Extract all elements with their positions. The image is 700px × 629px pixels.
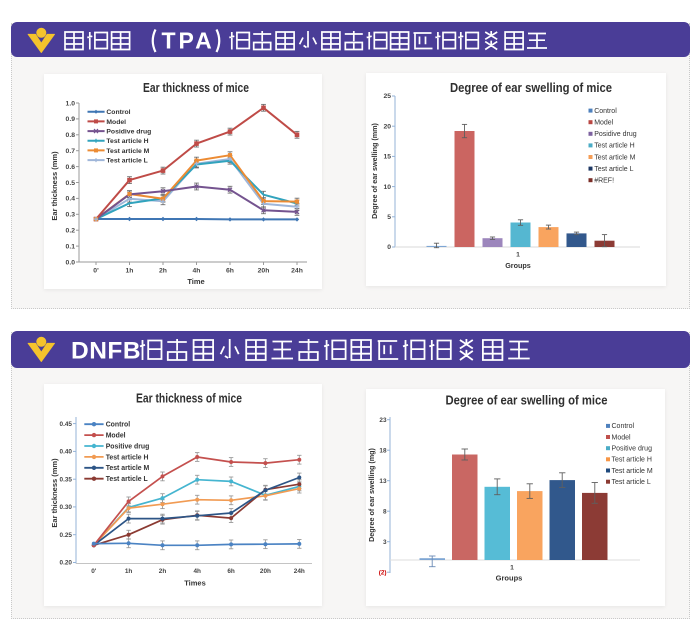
svg-text:0.5: 0.5 — [66, 180, 76, 187]
svg-text:#REF!: #REF! — [594, 178, 614, 185]
svg-text:23: 23 — [379, 417, 387, 424]
svg-text:Posidive drug: Posidive drug — [106, 129, 151, 136]
svg-text:0.6: 0.6 — [66, 164, 76, 171]
svg-text:Test article M: Test article M — [612, 468, 653, 475]
svg-text:8: 8 — [383, 508, 387, 515]
svg-text:Test article L: Test article L — [594, 166, 633, 173]
svg-text:0.4: 0.4 — [66, 196, 76, 203]
svg-text:0.2: 0.2 — [66, 228, 76, 235]
svg-text:0.25: 0.25 — [60, 532, 73, 539]
svg-text:Test article M: Test article M — [594, 154, 635, 161]
svg-text:Model: Model — [106, 433, 126, 440]
svg-text:1: 1 — [516, 252, 520, 259]
svg-text:Degree of ear swelling (mm): Degree of ear swelling (mm) — [370, 122, 379, 218]
svg-text:0.0: 0.0 — [66, 259, 76, 266]
svg-text:DNFB: DNFB — [71, 338, 141, 365]
svg-text:1h: 1h — [125, 568, 133, 575]
svg-text:Positive drug: Positive drug — [612, 446, 653, 453]
svg-text:Ear thickness of mice: Ear thickness of mice — [143, 81, 249, 95]
svg-text:5: 5 — [387, 214, 391, 221]
svg-text:TPA: TPA — [162, 28, 215, 54]
svg-text:0.9: 0.9 — [66, 116, 76, 123]
svg-text:20h: 20h — [258, 268, 270, 275]
svg-text:0.1: 0.1 — [66, 243, 76, 250]
svg-text:20: 20 — [383, 123, 391, 130]
svg-text:Degree of ear swelling of mice: Degree of ear swelling of mice — [446, 394, 608, 408]
svg-text:Groups: Groups — [496, 574, 523, 583]
svg-text:Model: Model — [106, 119, 126, 126]
svg-text:Groups: Groups — [505, 261, 531, 270]
svg-text:4h: 4h — [193, 268, 201, 275]
svg-text:6h: 6h — [227, 568, 235, 575]
svg-text:3: 3 — [383, 539, 387, 546]
svg-text:1: 1 — [510, 565, 514, 572]
svg-text:6h: 6h — [226, 268, 234, 275]
svg-text:Times: Times — [184, 579, 206, 588]
svg-text:Ear thickness (mm): Ear thickness (mm) — [50, 458, 59, 528]
svg-text:Test article M: Test article M — [106, 465, 150, 472]
svg-text:Test article L: Test article L — [106, 158, 147, 165]
svg-text:Test article L: Test article L — [612, 479, 651, 486]
svg-text:Test article L: Test article L — [106, 476, 148, 483]
svg-text:0': 0' — [91, 568, 97, 575]
svg-text:Model: Model — [612, 434, 632, 441]
svg-text:(2): (2) — [379, 569, 387, 576]
svg-text:0.20: 0.20 — [60, 560, 73, 567]
svg-text:Degree of ear swelling (mg): Degree of ear swelling (mg) — [367, 447, 376, 541]
svg-text:Degree of ear swelling of mice: Degree of ear swelling of mice — [450, 81, 612, 95]
svg-text:Test article H: Test article H — [612, 457, 652, 464]
svg-text:20h: 20h — [260, 568, 271, 575]
svg-text:Time: Time — [187, 277, 204, 286]
svg-text:Control: Control — [106, 422, 131, 429]
svg-text:0: 0 — [387, 244, 391, 251]
svg-text:0.3: 0.3 — [66, 212, 76, 219]
svg-text:Test article M: Test article M — [106, 148, 149, 155]
svg-text:13: 13 — [379, 478, 387, 485]
svg-text:Ear thickness of mice: Ear thickness of mice — [136, 392, 242, 406]
svg-text:15: 15 — [383, 154, 391, 161]
svg-text:18: 18 — [379, 447, 387, 454]
svg-text:10: 10 — [383, 184, 391, 191]
svg-text:2h: 2h — [159, 568, 167, 575]
svg-text:0.30: 0.30 — [60, 504, 73, 511]
svg-text:0.40: 0.40 — [60, 449, 73, 456]
svg-text:0.45: 0.45 — [60, 421, 73, 428]
svg-text:24h: 24h — [294, 568, 305, 575]
svg-text:0.7: 0.7 — [66, 148, 76, 155]
svg-text:0': 0' — [93, 268, 99, 275]
svg-text:Ear thickness (mm): Ear thickness (mm) — [50, 151, 59, 221]
svg-text:0.35: 0.35 — [60, 476, 73, 483]
svg-text:Test article H: Test article H — [106, 138, 148, 145]
svg-text:25: 25 — [383, 93, 391, 100]
svg-text:Control: Control — [594, 108, 617, 115]
svg-text:Test article H: Test article H — [594, 143, 634, 150]
svg-text:0.8: 0.8 — [66, 132, 76, 139]
svg-text:Model: Model — [594, 120, 614, 127]
svg-text:Control: Control — [106, 109, 130, 116]
svg-text:2h: 2h — [159, 268, 167, 275]
svg-text:Positive drug: Positive drug — [106, 443, 150, 450]
svg-text:1h: 1h — [126, 268, 134, 275]
svg-text:Control: Control — [612, 423, 635, 430]
svg-text:4h: 4h — [193, 568, 201, 575]
svg-text:Posidive drug: Posidive drug — [594, 131, 637, 138]
svg-text:1.0: 1.0 — [66, 100, 76, 107]
svg-text:24h: 24h — [291, 268, 303, 275]
svg-text:Test article H: Test article H — [106, 454, 149, 461]
